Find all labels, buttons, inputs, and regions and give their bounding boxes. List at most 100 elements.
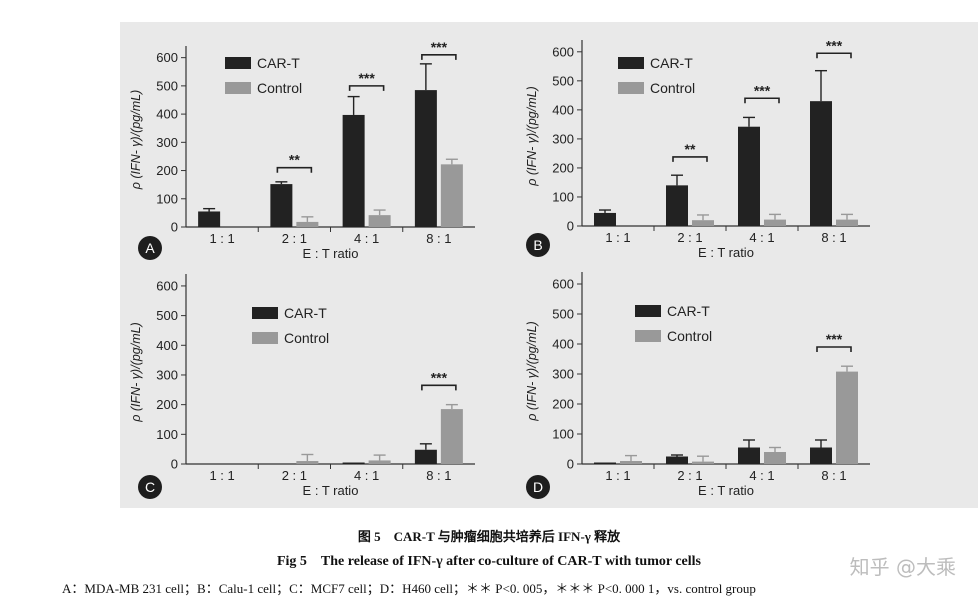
y-axis-label: ρ (IFN- γ)/(pg/mL) bbox=[129, 322, 143, 423]
y-tick-label: 400 bbox=[552, 102, 574, 117]
watermark-text: 知乎 @大乘 bbox=[849, 555, 956, 579]
significance-bracket bbox=[421, 384, 457, 391]
significance-label: *** bbox=[431, 369, 448, 385]
x-axis-label: E : T ratio bbox=[698, 245, 754, 260]
panel-letter: B bbox=[533, 237, 542, 253]
y-tick-label: 400 bbox=[156, 338, 178, 353]
x-tick-label: 2 : 1 bbox=[282, 468, 307, 483]
y-tick-label: 0 bbox=[171, 220, 178, 235]
bar-car-t bbox=[414, 449, 437, 464]
y-tick-label: 500 bbox=[156, 78, 178, 93]
y-tick-label: 0 bbox=[567, 457, 574, 472]
x-axis-label: E : T ratio bbox=[303, 483, 359, 498]
bar-control bbox=[296, 221, 319, 227]
x-tick-label: 4 : 1 bbox=[749, 468, 774, 483]
bar-car-t bbox=[738, 447, 760, 464]
y-tick-label: 200 bbox=[156, 397, 178, 412]
significance-label: ** bbox=[685, 141, 696, 157]
panel-letter: D bbox=[533, 479, 543, 495]
y-tick-label: 100 bbox=[156, 191, 178, 206]
bar-car-t bbox=[666, 185, 688, 226]
legend-swatch-control bbox=[225, 82, 251, 94]
bar-car-t bbox=[342, 462, 365, 464]
chart-panel-a: 0 100 200 300 400 500 600 ρ (IFN- γ)/(pg/mL) 1 :… bbox=[129, 39, 475, 261]
figure-caption-note: A：MDA-MB 231 cell；B：Calu-1 cell；C：MCF7 c… bbox=[62, 581, 756, 596]
bar-control bbox=[692, 220, 714, 226]
bar-control bbox=[620, 461, 642, 464]
legend-swatch-car-t bbox=[635, 305, 661, 317]
significance-label: ** bbox=[289, 152, 300, 168]
bar-car-t bbox=[738, 126, 760, 226]
bar-control bbox=[440, 409, 463, 464]
y-tick-label: 300 bbox=[156, 367, 178, 382]
figure-caption-chinese: 图 5 CAR-T 与肿瘤细胞共培养后 IFN-γ 释放 bbox=[357, 529, 621, 544]
figure-caption-english: Fig 5 The release of IFN-γ after co-cult… bbox=[276, 554, 701, 569]
y-tick-label: 200 bbox=[552, 160, 574, 175]
x-tick-label: 4 : 1 bbox=[354, 231, 379, 246]
y-axis-label: ρ (IFN- γ)/(pg/mL) bbox=[525, 321, 539, 422]
significance-label: *** bbox=[826, 37, 843, 53]
bar-car-t bbox=[810, 101, 832, 226]
legend-swatch-control bbox=[618, 82, 644, 94]
y-tick-label: 200 bbox=[552, 397, 574, 412]
bar-car-t bbox=[342, 114, 365, 227]
bar-control bbox=[440, 164, 463, 227]
panel-letter-badge bbox=[138, 236, 162, 260]
x-tick-label: 4 : 1 bbox=[354, 468, 379, 483]
y-tick-label: 200 bbox=[156, 163, 178, 178]
panel-letter: C bbox=[145, 479, 155, 495]
significance-bracket bbox=[816, 346, 852, 352]
legend-label-control: Control bbox=[284, 330, 329, 346]
x-tick-label: 8 : 1 bbox=[821, 468, 846, 483]
bar-car-t bbox=[414, 90, 437, 228]
bar-car-t bbox=[594, 462, 616, 464]
panel-letter-badge bbox=[526, 233, 550, 257]
x-tick-label: 1 : 1 bbox=[605, 468, 630, 483]
chart-panel-d: 0 100 200 300 400 500 600 ρ (IFN- γ)/(pg/mL) 1 :… bbox=[525, 272, 870, 499]
panel-letter: A bbox=[145, 240, 155, 256]
chart-canvas: 0 100 200 300 400 500 600 ρ (IFN- γ)/(pg/mL) 1 :… bbox=[129, 37, 870, 499]
y-axis-label: ρ (IFN- γ)/(pg/mL) bbox=[129, 90, 143, 191]
significance-bracket bbox=[816, 52, 852, 59]
significance-label: *** bbox=[358, 70, 375, 86]
y-tick-label: 600 bbox=[552, 44, 574, 59]
x-tick-label: 1 : 1 bbox=[209, 231, 234, 246]
legend-label-car-t: CAR-T bbox=[257, 55, 300, 71]
legend-swatch-car-t bbox=[618, 57, 644, 69]
bar-car-t bbox=[666, 456, 688, 464]
panel-letter-badge bbox=[526, 475, 550, 499]
legend-swatch-control bbox=[252, 332, 278, 344]
x-tick-label: 8 : 1 bbox=[426, 231, 451, 246]
bar-control bbox=[296, 461, 319, 464]
y-tick-label: 0 bbox=[171, 457, 178, 472]
y-tick-label: 100 bbox=[552, 189, 574, 204]
legend-label-car-t: CAR-T bbox=[667, 303, 710, 319]
legend-swatch-car-t bbox=[225, 57, 251, 69]
legend-label-car-t: CAR-T bbox=[650, 55, 693, 71]
x-tick-label: 2 : 1 bbox=[282, 231, 307, 246]
legend-label-control: Control bbox=[257, 80, 302, 96]
significance-bracket bbox=[276, 166, 313, 173]
bar-car-t bbox=[270, 184, 293, 227]
y-tick-label: 400 bbox=[156, 107, 178, 122]
legend-swatch-control bbox=[635, 330, 661, 342]
y-tick-label: 100 bbox=[552, 427, 574, 442]
x-tick-label: 8 : 1 bbox=[821, 230, 846, 245]
y-tick-label: 400 bbox=[552, 337, 574, 352]
y-tick-label: 300 bbox=[552, 367, 574, 382]
x-tick-label: 4 : 1 bbox=[749, 230, 774, 245]
y-tick-label: 500 bbox=[552, 73, 574, 88]
significance-bracket bbox=[421, 54, 457, 60]
legend-label-control: Control bbox=[667, 328, 712, 344]
y-tick-label: 300 bbox=[156, 135, 178, 150]
legend-label-car-t: CAR-T bbox=[284, 305, 327, 321]
bar-car-t bbox=[198, 211, 221, 227]
x-tick-label: 8 : 1 bbox=[426, 468, 451, 483]
bar-control bbox=[836, 371, 858, 464]
significance-label: *** bbox=[754, 82, 771, 98]
panel-letter-badge bbox=[138, 475, 162, 499]
x-tick-label: 1 : 1 bbox=[209, 468, 234, 483]
significance-bracket bbox=[672, 156, 708, 162]
y-tick-label: 300 bbox=[552, 131, 574, 146]
significance-bracket bbox=[348, 85, 385, 91]
